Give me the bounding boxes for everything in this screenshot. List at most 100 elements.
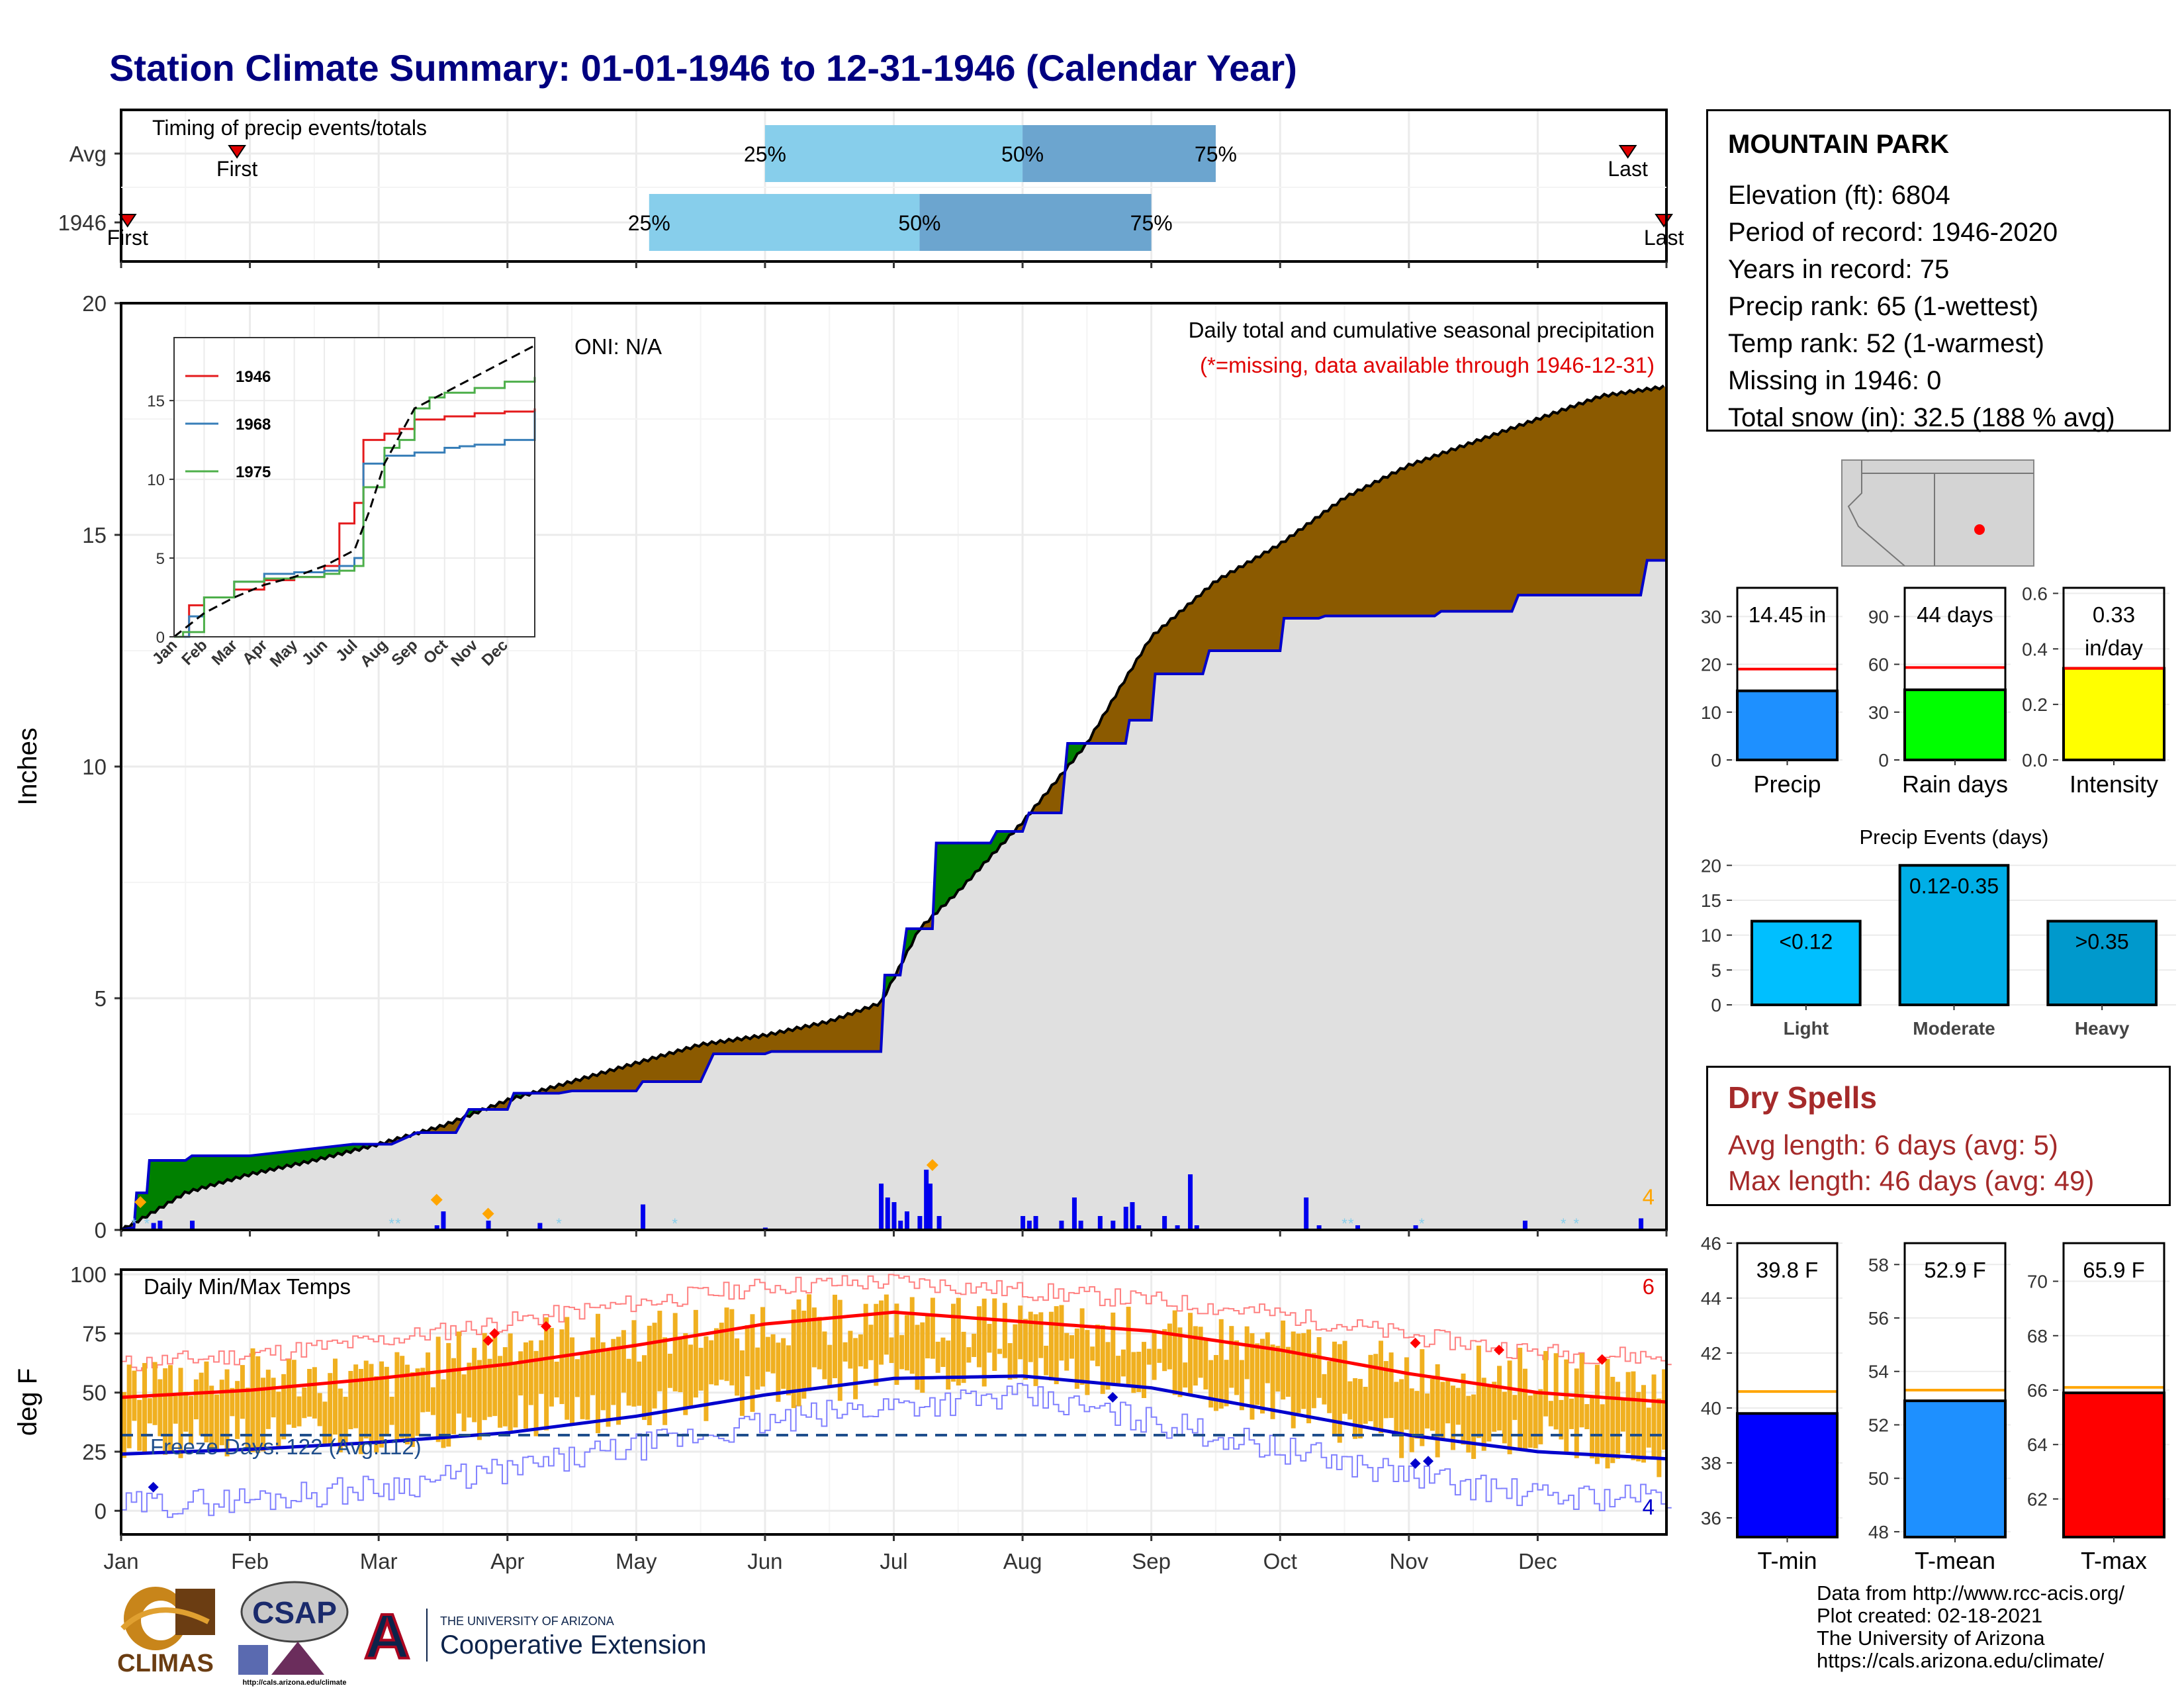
daily-temp-bar bbox=[1079, 1308, 1085, 1385]
extreme-precip-mark bbox=[134, 1196, 147, 1208]
daily-temp-bar bbox=[193, 1379, 199, 1420]
extreme-precip-mark bbox=[482, 1207, 494, 1220]
precip-chart-subtitle: (*=missing, data available through 1946-… bbox=[1200, 353, 1655, 377]
daily-temp-bar bbox=[1610, 1376, 1615, 1464]
mini-y-tick-label: 42 bbox=[1701, 1343, 1721, 1364]
daily-temp-bar bbox=[554, 1362, 559, 1397]
events-y-tick-label: 20 bbox=[1701, 855, 1721, 876]
daily-temp-bar bbox=[441, 1379, 446, 1448]
daily-temp-bar bbox=[369, 1364, 374, 1442]
csap-text: CSAP bbox=[252, 1595, 337, 1630]
daily-precip-bar bbox=[1413, 1225, 1418, 1230]
daily-temp-bar bbox=[1120, 1349, 1126, 1377]
daily-temp-bar bbox=[333, 1358, 338, 1435]
climas-logo: CLIMAS bbox=[117, 1587, 215, 1677]
daily-temp-bar bbox=[1291, 1331, 1296, 1429]
ua-letter: A bbox=[364, 1602, 410, 1668]
daily-temp-bar bbox=[1492, 1382, 1497, 1432]
daily-temp-bar bbox=[997, 1348, 1003, 1354]
daily-precip-bar bbox=[917, 1216, 923, 1230]
daily-precip-bar bbox=[1136, 1225, 1142, 1230]
daily-temp-bar bbox=[574, 1359, 580, 1397]
daily-temp-bar bbox=[1054, 1306, 1059, 1385]
daily-temp-bar bbox=[328, 1373, 333, 1444]
daily-temp-bar bbox=[580, 1352, 585, 1419]
daily-temp-bar bbox=[1105, 1342, 1111, 1390]
daily-temp-bar bbox=[384, 1366, 389, 1436]
first-label: First bbox=[216, 157, 257, 181]
value-bar-intensity bbox=[2062, 667, 2165, 762]
daily-temp-bar bbox=[1126, 1307, 1131, 1387]
station-location-dot bbox=[1974, 524, 1985, 535]
daily-temp-bar bbox=[1368, 1354, 1373, 1422]
daily-precip-bar bbox=[1078, 1221, 1083, 1230]
daily-temp-bar bbox=[1455, 1387, 1461, 1425]
daily-temp-bar bbox=[1218, 1319, 1224, 1409]
timing-row-label: 1946 bbox=[58, 211, 107, 235]
daily-temp-bar bbox=[637, 1361, 642, 1406]
daily-temp-bar bbox=[1357, 1379, 1363, 1438]
record-hot-mark bbox=[1596, 1354, 1608, 1365]
daily-temp-bar bbox=[1234, 1340, 1240, 1395]
daily-temp-bar bbox=[657, 1311, 662, 1391]
event-category-label: Light bbox=[1784, 1018, 1829, 1039]
y-tick-label: 5 bbox=[95, 986, 107, 1011]
inset-avg-line bbox=[173, 344, 535, 638]
year-cumulative-line bbox=[120, 559, 1666, 1231]
daily-temp-bar bbox=[1188, 1313, 1193, 1395]
daily-precip-bar bbox=[1194, 1225, 1199, 1230]
daily-temp-bar bbox=[750, 1314, 755, 1412]
inset-legend-label: 1946 bbox=[236, 368, 271, 386]
record-cold-mark bbox=[1423, 1456, 1434, 1467]
mini-y-tick-label: 68 bbox=[2027, 1326, 2048, 1346]
daily-temp-bar bbox=[1208, 1360, 1214, 1408]
daily-temp-bar bbox=[595, 1313, 600, 1434]
daily-temp-bar bbox=[430, 1387, 435, 1415]
daily-temp-bar bbox=[152, 1362, 158, 1425]
daily-temp-bar bbox=[1394, 1382, 1399, 1434]
daily-temp-bar bbox=[889, 1337, 894, 1364]
mini-y-tick-label: 0 bbox=[1878, 750, 1889, 771]
daily-temp-bar bbox=[518, 1351, 523, 1396]
daily-temp-bar bbox=[724, 1307, 729, 1382]
station-line: Temp rank: 52 (1-warmest) bbox=[1728, 329, 2044, 358]
daily-temp-bar bbox=[853, 1338, 858, 1399]
mini-y-tick-label: 70 bbox=[2027, 1272, 2048, 1292]
value-bar-precip-total bbox=[1736, 689, 1839, 762]
mini-y-tick-label: 10 bbox=[1701, 702, 1721, 723]
region-map bbox=[1841, 459, 2034, 567]
value-bar-t-max bbox=[2062, 1391, 2165, 1538]
daily-temp-bar bbox=[343, 1397, 348, 1447]
station-line: Years in record: 75 bbox=[1728, 255, 1950, 284]
daily-precip-bar bbox=[537, 1223, 543, 1230]
daily-temp-bar bbox=[642, 1355, 647, 1421]
daily-temp-bar bbox=[807, 1294, 812, 1391]
daily-temp-bar bbox=[539, 1340, 544, 1394]
daily-temp-bar bbox=[1260, 1338, 1265, 1414]
daily-temp-bar bbox=[147, 1398, 152, 1424]
under-area bbox=[121, 560, 1666, 1230]
daily-temp-bar bbox=[621, 1330, 626, 1393]
daily-temp-bar bbox=[533, 1350, 539, 1436]
daily-temp-bar bbox=[565, 1317, 570, 1420]
daily-temp-bar bbox=[652, 1323, 657, 1409]
last-label: Last bbox=[1608, 157, 1648, 181]
y-tick-label: 100 bbox=[70, 1262, 107, 1287]
daily-temp-bar bbox=[1502, 1391, 1507, 1444]
daily-temp-bar bbox=[1177, 1327, 1183, 1397]
bar-value-label: 39.8 F bbox=[1756, 1258, 1819, 1282]
credits: Data from http://www.rcc-acis.org/ Plot … bbox=[1817, 1582, 2124, 1672]
dry-spells-avg: Avg length: 6 days (avg: 5) bbox=[1728, 1129, 2058, 1160]
x-tick-label: Oct bbox=[1263, 1549, 1297, 1573]
record-hot-mark bbox=[489, 1328, 500, 1339]
daily-precip-bar bbox=[1111, 1221, 1116, 1230]
daily-temp-bar bbox=[544, 1317, 549, 1430]
daily-temp-bar bbox=[1162, 1329, 1167, 1372]
daily-temp-bar bbox=[1636, 1391, 1641, 1462]
daily-precip-bar bbox=[641, 1204, 646, 1230]
events-y-tick-label: 5 bbox=[1711, 960, 1721, 980]
x-tick-label: Sep bbox=[1132, 1549, 1171, 1573]
snow-mark: * bbox=[672, 1215, 678, 1232]
